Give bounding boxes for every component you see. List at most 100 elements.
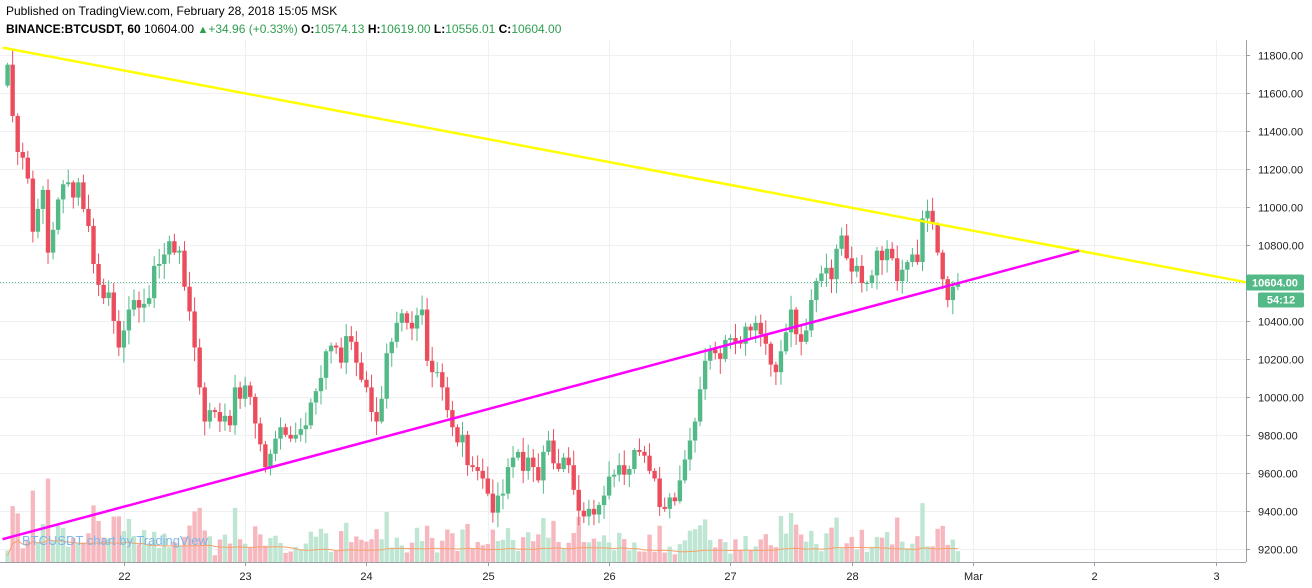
volume-bar — [81, 542, 86, 562]
volume-bar — [768, 545, 774, 562]
candle-body — [606, 476, 612, 496]
candle-body — [248, 385, 253, 397]
volume-bar — [839, 548, 844, 562]
volume-bar — [586, 542, 592, 562]
volume-bar — [273, 535, 278, 562]
volume-bar — [460, 529, 465, 562]
volume-bar — [76, 542, 81, 562]
volume-bar — [440, 540, 445, 562]
candle-body — [546, 440, 551, 452]
candle-body — [738, 341, 743, 344]
volume-bar — [409, 542, 415, 562]
volume-bar — [874, 536, 880, 562]
price-axis[interactable]: 11800.00 11600.00 11400.00 11200.00 11000.00… — [1246, 40, 1312, 588]
candle-body — [273, 438, 278, 454]
volume-bar — [869, 546, 875, 562]
volume-bar — [283, 552, 288, 562]
volume-bar — [424, 525, 430, 562]
candle-body — [101, 284, 106, 299]
volume-bar — [566, 542, 571, 562]
published-label: Published on TradingView.com, February 2… — [6, 4, 338, 18]
volume-bar — [900, 541, 905, 562]
volume-bar — [303, 543, 309, 562]
candle-body — [338, 347, 344, 363]
candle-body — [35, 208, 41, 232]
volume-bar — [788, 512, 794, 562]
volume-bar — [86, 533, 91, 562]
volume-bar — [338, 530, 344, 562]
volume-bar — [293, 546, 298, 562]
candle-body — [465, 434, 470, 466]
candle-body — [692, 421, 698, 441]
volume-bar — [192, 511, 197, 562]
candle-body — [45, 189, 51, 253]
volume-bar — [344, 522, 349, 562]
volume-ma-line — [7, 539, 958, 556]
candle-body — [308, 402, 314, 426]
volume-bar — [435, 552, 440, 562]
time-axis[interactable]: 22 23 24 25 26 27 28 Mar 2 3 — [0, 562, 1246, 583]
candle-body — [394, 322, 399, 342]
candle-body — [136, 300, 142, 308]
watermark-text[interactable]: BTCUSDT chart by TradingView — [22, 533, 209, 548]
volume-bar — [556, 541, 561, 562]
volume-bar — [258, 534, 263, 562]
price-axis-bg — [1246, 40, 1312, 588]
candle-body — [758, 322, 763, 335]
volume-bar — [480, 545, 485, 562]
volume-bar — [227, 543, 233, 562]
volume-bar — [374, 529, 379, 562]
price-tick-label: 11000.00 — [1258, 203, 1303, 215]
candle-body — [15, 115, 20, 152]
candle-body — [839, 235, 844, 249]
candle-body — [798, 334, 804, 342]
candle-body — [172, 241, 177, 253]
volume-bar — [667, 546, 672, 562]
volume-bar — [263, 545, 268, 562]
symbol-name[interactable]: BINANCE:BTCUSDT, 60 — [6, 22, 141, 36]
volume-bar — [212, 555, 218, 562]
candle-body — [829, 267, 834, 280]
volume-bar — [728, 553, 733, 562]
volume-bar — [106, 538, 111, 562]
volume-bar — [66, 546, 71, 562]
candle-body — [677, 480, 683, 502]
candle-body — [617, 465, 622, 475]
candle-body — [889, 248, 895, 259]
volume-bar — [713, 547, 718, 562]
price-tick-label: 9800.00 — [1258, 431, 1298, 443]
last-price-marker-label: 10604.00 — [1252, 278, 1298, 290]
trendlines[interactable] — [2, 46, 1247, 541]
volume-bar — [652, 551, 657, 562]
candle-body — [414, 315, 420, 329]
volume-bar — [445, 529, 450, 562]
volume-bar — [146, 543, 152, 562]
volume-bar — [495, 541, 501, 562]
candles[interactable] — [5, 50, 961, 528]
candle-body — [611, 474, 617, 477]
volume-bar — [217, 539, 223, 562]
high-label: H: — [367, 22, 381, 36]
candle-body — [20, 151, 25, 158]
volume-bar — [96, 521, 101, 562]
candle-body — [364, 379, 369, 388]
candle-body — [495, 495, 501, 513]
upper-trendline — [2, 46, 1247, 284]
candle-body — [313, 391, 319, 403]
price-tick-label: 11800.00 — [1258, 51, 1303, 63]
volume-bar — [490, 529, 496, 562]
candle-body — [647, 455, 652, 471]
price-chart[interactable]: BTCUSDT chart by TradingView 11800.00 116… — [0, 40, 1312, 588]
candle-body — [551, 440, 556, 464]
candle-body — [581, 510, 587, 517]
candle-body — [713, 349, 718, 354]
volume-bar — [111, 516, 116, 562]
candle-body — [915, 254, 920, 263]
volume-bar — [101, 537, 106, 562]
candle-body — [930, 210, 935, 225]
volume-bar — [571, 532, 576, 562]
candle-body — [384, 353, 389, 399]
volume-bar — [455, 550, 460, 562]
candle-body — [864, 282, 870, 284]
candle-body — [950, 286, 956, 301]
